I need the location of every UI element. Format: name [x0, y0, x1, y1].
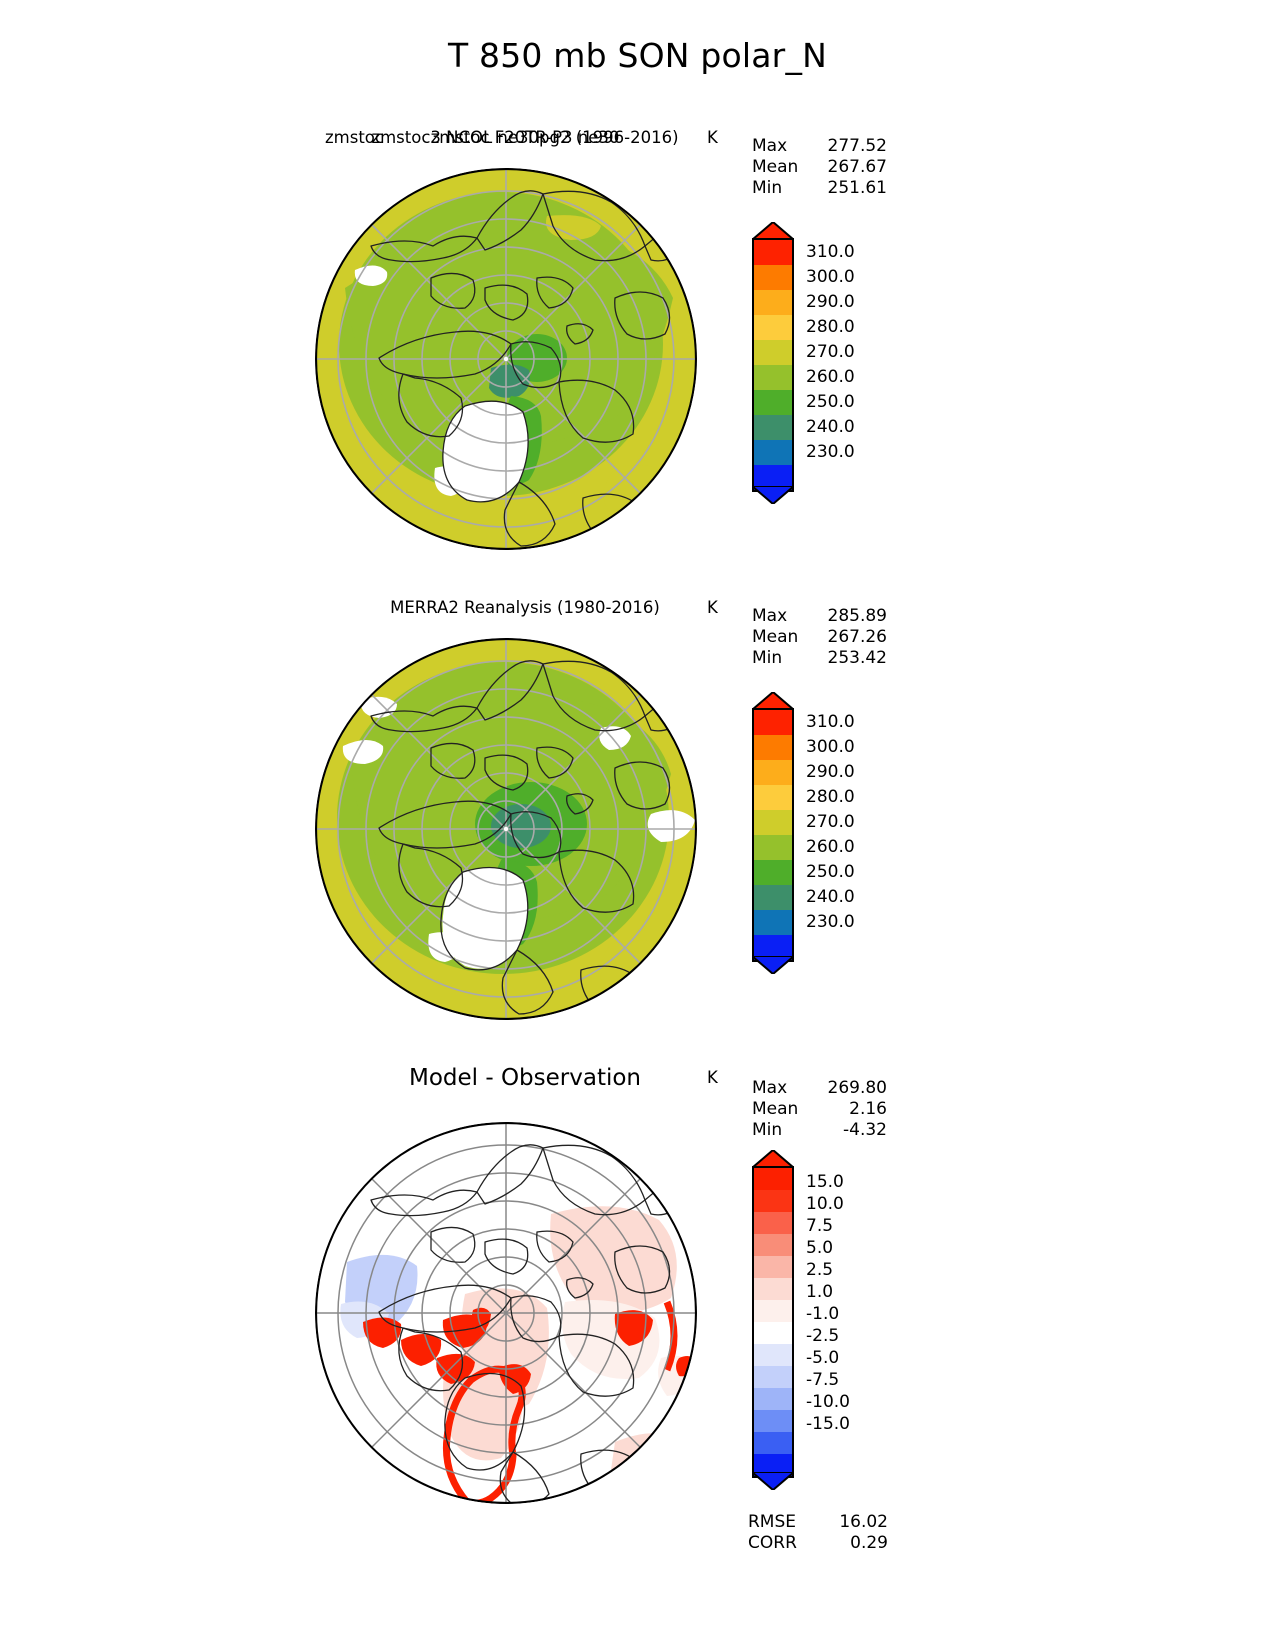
panel-difference-title: Model - Observation: [408, 1065, 642, 1091]
metric-row: RMSE 16.02: [748, 1512, 888, 1532]
colorbar-seg: [754, 710, 792, 735]
colorbar-seg: [754, 1168, 792, 1190]
panel-model-stats: Max 277.52 Mean 267.67 Min 251.61: [752, 136, 887, 199]
stat-row: Mean 267.67: [752, 157, 887, 177]
panel-model-title-overlay-b: zmstoc3 NCOL ne30pg2 (1996-2016): [371, 128, 679, 147]
colorbar-seg: [754, 785, 792, 810]
stat-row: Max 277.52: [752, 136, 887, 156]
colorbar-seg: [754, 860, 792, 885]
panel-difference-unit: K: [707, 1068, 718, 1087]
colorbar-seg: [754, 1366, 792, 1388]
colorbar-cap-bottom: [749, 955, 797, 976]
panel-model-title-left: zmstoc: [325, 128, 384, 147]
stat-row: Min 251.61: [752, 178, 887, 198]
colorbar-seg: [754, 760, 792, 785]
colorbar-body: [752, 238, 794, 492]
colorbar-body: [752, 1166, 794, 1478]
stat-row: Max 285.89: [752, 606, 887, 626]
colorbar-seg: [754, 835, 792, 860]
colorbar-seg: [754, 810, 792, 835]
stat-row: Mean 2.16: [752, 1099, 887, 1119]
colorbar-seg: [754, 415, 792, 440]
figure-title: T 850 mb SON polar_N: [447, 36, 828, 75]
panel-observation-unit: K: [707, 598, 718, 617]
panel-model-unit: K: [707, 128, 718, 147]
colorbar-cap-bottom: [749, 485, 797, 506]
colorbar-cap-bottom: [749, 1471, 797, 1492]
colorbar-seg: [754, 1322, 792, 1344]
colorbar-body: [752, 708, 794, 962]
colorbar-seg: [754, 1432, 792, 1454]
colorbar-seg: [754, 265, 792, 290]
colorbar-seg: [754, 885, 792, 910]
colorbar-seg: [754, 440, 792, 465]
colorbar-seg: [754, 340, 792, 365]
panel-difference-stats: Max 269.80 Mean 2.16 Min -4.32: [752, 1078, 887, 1141]
metric-row: CORR 0.29: [748, 1533, 888, 1553]
panel-model-title-overlay-a: zmstoc F20TR-P3 ne30: [430, 128, 620, 147]
colorbar-seg: [754, 240, 792, 265]
colorbar-seg: [754, 315, 792, 340]
difference-metrics: RMSE 16.02 CORR 0.29: [748, 1512, 888, 1554]
colorbar-seg: [754, 290, 792, 315]
colorbar-seg: [754, 1234, 792, 1256]
colorbar-seg: [754, 1278, 792, 1300]
colorbar-seg: [754, 1454, 792, 1476]
colorbar-seg: [754, 365, 792, 390]
stat-row: Mean 267.26: [752, 627, 887, 647]
colorbar-seg: [754, 735, 792, 760]
panel-observation-title: MERRA2 Reanalysis (1980-2016): [390, 598, 660, 617]
colorbar-seg: [754, 1212, 792, 1234]
colorbar-seg: [754, 1410, 792, 1432]
colorbar-seg: [754, 1388, 792, 1410]
colorbar-seg: [754, 1190, 792, 1212]
panel-observation-stats: Max 285.89 Mean 267.26 Min 253.42: [752, 606, 887, 669]
colorbar-seg: [754, 1300, 792, 1322]
stat-row: Max 269.80: [752, 1078, 887, 1098]
colorbar-seg: [754, 1344, 792, 1366]
colorbar-seg: [754, 1256, 792, 1278]
stat-row: Min 253.42: [752, 648, 887, 668]
stat-row: Min -4.32: [752, 1120, 887, 1140]
colorbar-seg: [754, 910, 792, 935]
colorbar-seg: [754, 390, 792, 415]
